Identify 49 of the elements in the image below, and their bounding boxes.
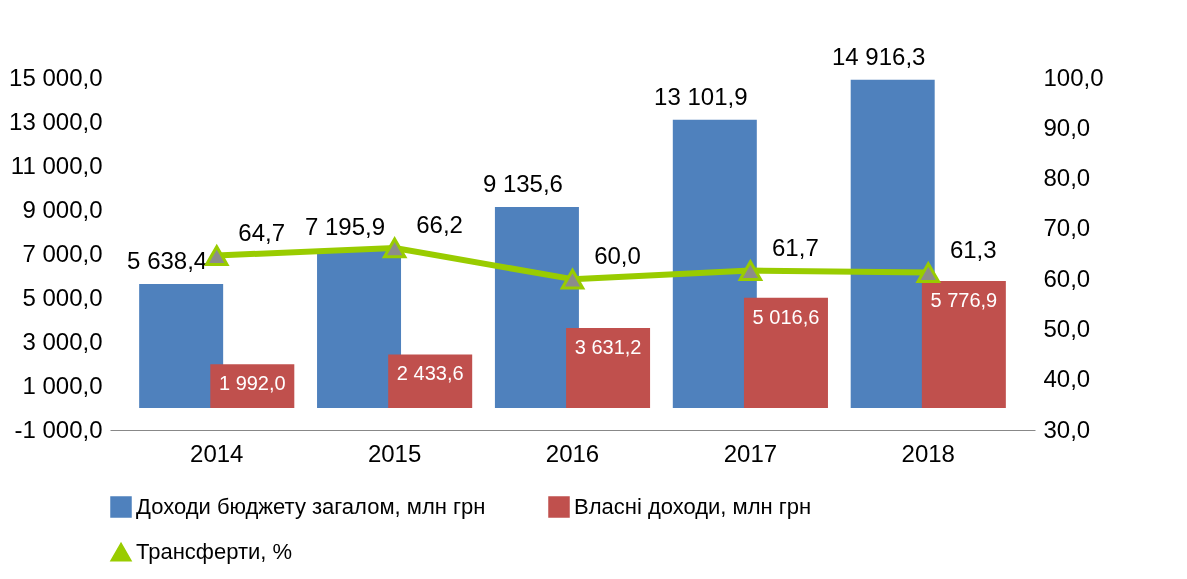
y-tick-label: -1 000,0: [14, 415, 103, 443]
y2-tick-label: 90,0: [1043, 113, 1091, 141]
y-tick-label: 5 000,0: [22, 283, 103, 311]
data-label: 60,0: [594, 242, 641, 270]
data-label: 7 195,9: [305, 212, 386, 240]
y-tick-label: 15 000,0: [9, 63, 103, 91]
y2-tick-label: 40,0: [1043, 365, 1091, 393]
data-label: 64,7: [238, 218, 286, 246]
x-tick-label: 2018: [901, 439, 955, 467]
data-label: 13 101,9: [654, 82, 748, 110]
point: [738, 260, 763, 281]
y2-tick-label: 60,0: [1043, 264, 1091, 292]
data-label: 1 992,0: [218, 372, 286, 395]
data-label: 2 433,6: [396, 362, 464, 385]
x-tick-label: 2016: [545, 439, 600, 467]
data-label: 14 916,3: [831, 42, 926, 70]
data-label: 5 016,6: [752, 305, 820, 328]
bar: [921, 280, 1006, 408]
data-label: 61,7: [772, 233, 819, 261]
y2-tick-label: 70,0: [1043, 214, 1091, 242]
legend-label: Трансферти, %: [136, 539, 293, 564]
data-label: 9 135,6: [482, 170, 563, 198]
x-tick-label: 2014: [190, 439, 244, 467]
x-tick-label: 2017: [723, 439, 778, 467]
legend-label: Доходи бюджету загалом, млн грн: [136, 494, 486, 519]
point: [916, 262, 941, 283]
y2-tick-label: 30,0: [1043, 415, 1091, 443]
x-tick-label: 2015: [367, 439, 422, 467]
y2-tick-label: 50,0: [1043, 314, 1091, 342]
y2-tick-label: 100,0: [1043, 63, 1104, 91]
point: [382, 237, 407, 259]
bar: [566, 328, 651, 408]
data-label: 5 638,4: [127, 246, 208, 274]
y-tick-label: 9 000,0: [22, 195, 103, 223]
legend-label: Власні доходи, млн грн: [574, 494, 812, 519]
bar: [388, 354, 473, 408]
y-tick-label: 7 000,0: [22, 239, 103, 267]
y-tick-label: 3 000,0: [22, 327, 103, 355]
y-tick-label: 11 000,0: [10, 151, 103, 179]
y2-tick-label: 80,0: [1043, 164, 1091, 192]
data-label: 3 631,2: [574, 336, 642, 359]
point: [560, 268, 585, 290]
y-tick-label: 13 000,0: [9, 107, 103, 135]
y-tick-label: 1 000,0: [22, 371, 103, 399]
point: [204, 245, 229, 266]
data-label: 66,2: [416, 210, 463, 238]
bar: [743, 297, 828, 408]
data-label: 61,3: [949, 235, 997, 263]
data-label: 5 776,9: [930, 288, 998, 311]
